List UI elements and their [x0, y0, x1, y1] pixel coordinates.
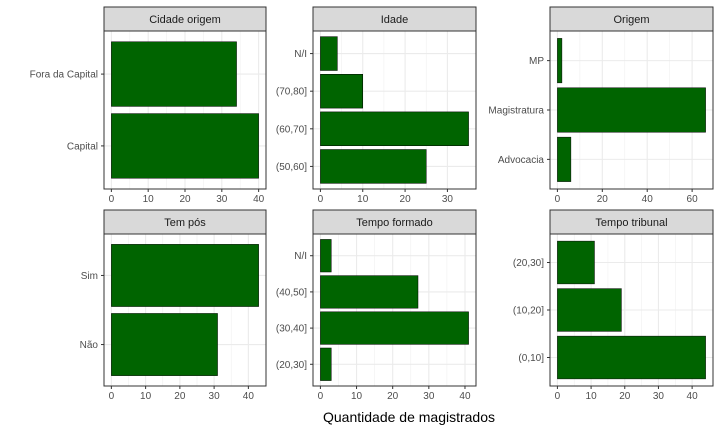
x-tick-label: 40 [253, 194, 265, 205]
x-tick-label: 0 [109, 391, 115, 402]
x-tick-label: 30 [442, 194, 454, 205]
bar [557, 240, 595, 285]
y-tick-label: Não [80, 340, 99, 351]
facet-strip [312, 6, 477, 32]
bar [320, 74, 363, 109]
x-tick-label: 30 [423, 391, 435, 402]
y-tick-label: (50,60] [276, 162, 307, 173]
y-tick-label: N/I [294, 49, 307, 60]
panel-border [312, 30, 477, 190]
bar [557, 335, 706, 380]
x-tick-label: 10 [143, 194, 155, 205]
y-tick-label: (70,80] [276, 87, 307, 98]
panel-background [313, 234, 476, 386]
bar [320, 275, 419, 309]
y-tick-label: Fora da Capital [30, 70, 98, 81]
bar [557, 87, 706, 133]
x-tick-label: 10 [586, 391, 598, 402]
facet-title: Origem [613, 14, 649, 26]
x-tick-label: 20 [179, 194, 191, 205]
panel-border [103, 233, 267, 387]
x-tick-label: 0 [555, 391, 561, 402]
x-tick-label: 20 [387, 391, 399, 402]
facet-panel: Tempo tribunal (0,10] (10,20] (20,30] 0 10 20 3… [513, 209, 714, 402]
bar [111, 244, 259, 307]
y-tick-label: N/I [294, 251, 307, 262]
facet-strip [312, 209, 477, 235]
bar [320, 311, 469, 345]
facet-title: Tempo tribunal [595, 217, 667, 229]
y-tick-label: Advocacia [498, 155, 545, 166]
y-tick-label: Capital [67, 141, 98, 152]
x-tick-label: 0 [318, 194, 324, 205]
bar [557, 136, 572, 182]
y-tick-label: Magistratura [488, 106, 544, 117]
bar [320, 36, 338, 71]
x-tick-label: 40 [243, 391, 255, 402]
bar [320, 239, 332, 273]
facet-title: Tem pós [164, 217, 206, 229]
x-tick-label: 0 [109, 194, 115, 205]
facet-panel: Idade (50,60] (60,70] (70,80] N/I 0 10 20 30 [276, 6, 477, 205]
x-tick-label: 20 [619, 391, 631, 402]
x-tick-label: 0 [318, 391, 324, 402]
bar [557, 288, 622, 332]
facet-panel: Tempo formado (20,30] (30,40] (40,50] N/I 0 10… [276, 209, 477, 402]
bar [320, 111, 469, 146]
y-tick-label: (10,20] [513, 306, 544, 317]
x-tick-label: 20 [174, 391, 186, 402]
bar [320, 149, 427, 184]
x-tick-label: 30 [209, 391, 221, 402]
facet-strip [103, 209, 267, 235]
facet-strip [549, 6, 714, 32]
y-tick-label: MP [529, 56, 544, 67]
y-tick-label: (20,30] [276, 360, 307, 371]
bar [111, 41, 237, 107]
y-tick-label: (40,50] [276, 287, 307, 298]
x-tick-label: 30 [216, 194, 228, 205]
facet-title: Tempo formado [356, 217, 432, 229]
x-tick-label: 40 [459, 391, 471, 402]
x-tick-label: 10 [357, 194, 369, 205]
facet-panel: Origem Advocacia Magistratura MP 0 20 40 60 [488, 6, 714, 205]
x-tick-label: 40 [642, 194, 654, 205]
bar [111, 113, 259, 179]
facet-title: Idade [381, 14, 409, 26]
x-tick-label: 20 [597, 194, 609, 205]
facet-strip [103, 6, 267, 32]
facet-panel: Cidade origem Capital Fora da Capital 0 10 20… [30, 6, 267, 205]
x-axis-label: Quantidade de magistrados [323, 409, 495, 425]
x-tick-label: 30 [653, 391, 665, 402]
x-tick-label: 60 [687, 194, 699, 205]
y-tick-label: (20,30] [513, 258, 544, 269]
facet-title: Cidade origem [149, 14, 221, 26]
chart-panels: Cidade origem Capital Fora da Capital 0 10 20… [30, 6, 714, 402]
bar [111, 313, 218, 376]
y-tick-label: (0,10] [518, 353, 544, 364]
y-tick-label: (60,70] [276, 124, 307, 135]
x-tick-label: 20 [400, 194, 412, 205]
x-tick-label: 0 [555, 194, 561, 205]
bar [320, 347, 332, 381]
x-tick-label: 10 [351, 391, 363, 402]
facet-panel: Tem pós Não Sim 0 10 20 30 40 [80, 209, 267, 402]
y-tick-label: (30,40] [276, 324, 307, 335]
facet-strip [549, 209, 714, 235]
x-tick-label: 40 [687, 391, 699, 402]
panel-border [312, 233, 477, 387]
x-tick-label: 10 [140, 391, 152, 402]
bar [557, 38, 563, 84]
y-tick-label: Sim [81, 271, 98, 282]
